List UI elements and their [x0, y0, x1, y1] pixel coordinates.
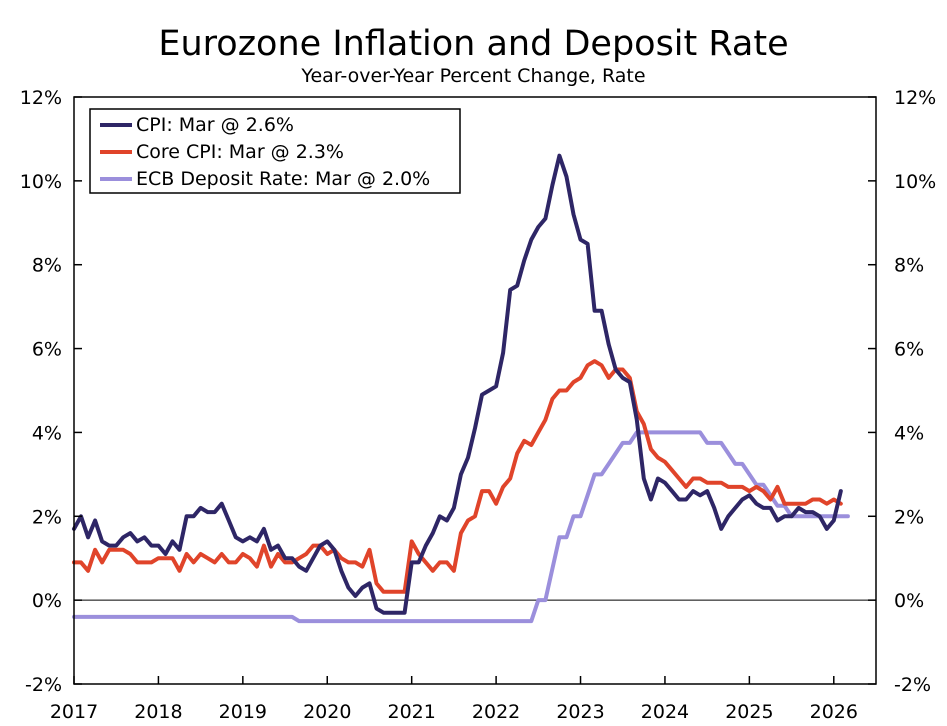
y-tick-label-left: -2% — [25, 674, 62, 696]
y-tick-label-right: 8% — [894, 255, 924, 277]
chart-subtitle: Year-over-Year Percent Change, Rate — [301, 65, 646, 87]
x-tick-label: 2019 — [219, 701, 267, 723]
x-tick-label: 2021 — [388, 701, 436, 723]
y-tick-label-left: 10% — [20, 171, 62, 193]
y-tick-label-right: 12% — [894, 87, 936, 109]
y-tick-label-left: 4% — [32, 422, 62, 444]
x-tick-label: 2022 — [472, 701, 520, 723]
y-tick-label-right: 6% — [894, 339, 924, 361]
y-tick-label-left: 0% — [32, 590, 62, 612]
legend: CPI: Mar @ 2.6% Core CPI: Mar @ 2.3% ECB… — [89, 108, 461, 194]
y-tick-label-left: 12% — [20, 87, 62, 109]
x-tick-label: 2026 — [810, 701, 858, 723]
y-tick-label-right: 10% — [894, 171, 936, 193]
y-tick-label-right: 2% — [894, 506, 924, 528]
cpi-line — [72, 153, 843, 615]
legend-box — [89, 108, 461, 194]
y-tick-label-left: 6% — [32, 339, 62, 361]
plot-area-frame — [73, 96, 877, 685]
y-tick-label-right: -2% — [894, 674, 931, 696]
y-tick-label-left: 2% — [32, 506, 62, 528]
x-tick-label: 2020 — [303, 701, 351, 723]
y-tick-label-right: 4% — [894, 422, 924, 444]
chart-title: Eurozone Inflation and Deposit Rate — [158, 24, 789, 64]
x-tick-label: 2023 — [556, 701, 604, 723]
legend-label-core-cpi: Core CPI: Mar @ 2.3% — [136, 141, 344, 163]
x-tick-label: 2025 — [725, 701, 773, 723]
legend-label-ecb-deposit-rate: ECB Deposit Rate: Mar @ 2.0% — [136, 168, 430, 190]
y-tick-label-left: 8% — [32, 255, 62, 277]
core-cpi-line — [72, 359, 843, 594]
x-tick-label: 2024 — [641, 701, 689, 723]
ecb-deposit-rate-line — [72, 430, 850, 624]
x-tick-label: 2018 — [134, 701, 182, 723]
legend-label-cpi: CPI: Mar @ 2.6% — [136, 114, 294, 136]
y-tick-label-right: 0% — [894, 590, 924, 612]
x-tick-label: 2017 — [50, 701, 98, 723]
